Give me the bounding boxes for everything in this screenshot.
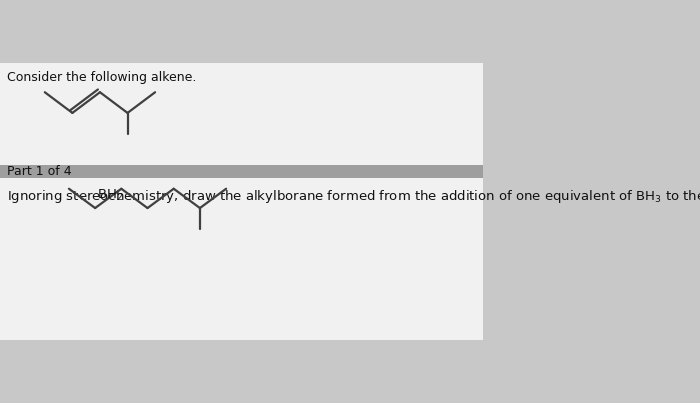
Bar <box>0 164 482 179</box>
Text: Ignoring stereochemistry, draw the alkylborane formed from the addition of one e: Ignoring stereochemistry, draw the alkyl… <box>7 188 700 205</box>
Text: BH$_2$: BH$_2$ <box>97 187 122 203</box>
Text: Consider the following alkene.: Consider the following alkene. <box>7 71 196 84</box>
Text: Part 1 of 4: Part 1 of 4 <box>7 165 71 178</box>
